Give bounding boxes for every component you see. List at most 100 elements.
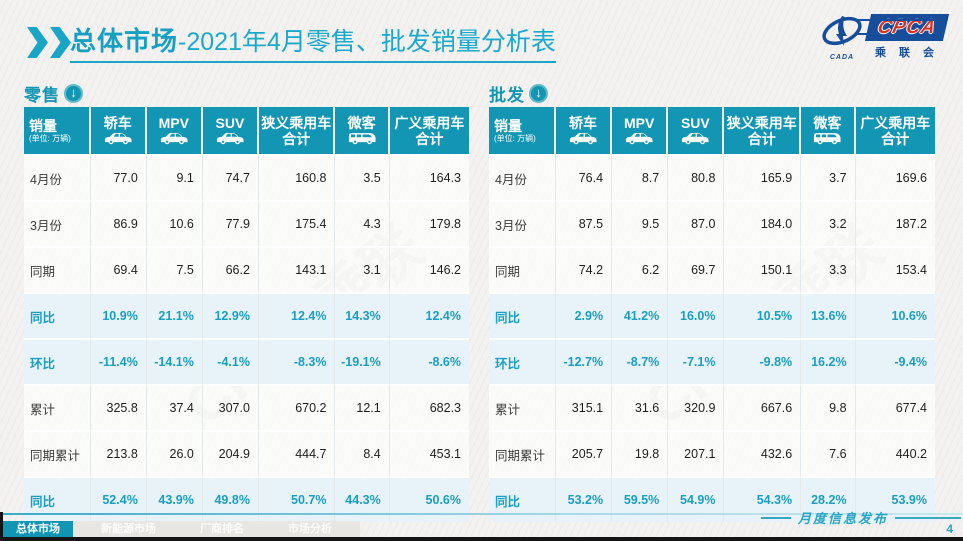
- table-cell: 43.9%: [146, 476, 203, 522]
- table-cell: 10.5%: [724, 292, 802, 338]
- table-cell: 160.8: [258, 154, 336, 200]
- decorative-line: [760, 516, 791, 519]
- table-cell: 205.7: [555, 430, 613, 476]
- table-cell: 325.8: [90, 384, 147, 430]
- table-cell: 3.7: [801, 154, 856, 200]
- column-header: 轿车: [90, 107, 147, 154]
- column-header-unit: 销量 (单位: 万辆): [489, 107, 556, 154]
- table-cell: 146.2: [389, 246, 469, 292]
- header-row: 销量 (单位: 万辆) 轿车 MPV SUV 狭义乘用车 合计 微客 广义乘用车 合计: [489, 107, 935, 154]
- table-row: 环比 -12.7% -8.7% -7.1% -9.8% 16.2% -9.4%: [489, 338, 935, 384]
- table-cell: 9.1: [146, 154, 203, 200]
- table-cell: 187.2: [855, 200, 935, 246]
- table-cell: 184.0: [724, 200, 802, 246]
- chevron-right-icon: [50, 27, 71, 58]
- column-header: 广义乘用车 合计: [389, 107, 469, 154]
- table-cell: 153.4: [855, 246, 935, 292]
- org-label: 乘 联 会: [874, 47, 940, 59]
- column-label-line2: 合计: [747, 130, 776, 147]
- table-cell: 87.5: [555, 200, 613, 246]
- table-cell: 667.6: [724, 384, 802, 430]
- table-cell: 169.6: [855, 154, 935, 200]
- down-arrow-circle-icon: ↓: [529, 83, 548, 103]
- row-label: 同比: [24, 476, 91, 522]
- row-label: 3月份: [489, 200, 556, 246]
- table-cell: 53.2%: [555, 476, 613, 522]
- swirl-emblem-icon: CADA: [819, 14, 865, 61]
- table-cell: 10.6%: [855, 292, 935, 338]
- table-cell: 8.4: [335, 430, 390, 476]
- table-row: 环比 -11.4% -14.1% -4.1% -8.3% -19.1% -8.6%: [24, 338, 469, 384]
- row-label: 4月份: [24, 154, 91, 200]
- table-cell: 19.8: [612, 430, 669, 476]
- decorative-line: [895, 516, 961, 519]
- table-row: 3月份 87.5 9.5 87.0 184.0 3.2 187.2: [489, 200, 935, 246]
- table-cell: 3.5: [335, 154, 390, 200]
- column-label: 轿车: [568, 115, 597, 131]
- table-cell: 16.0%: [668, 292, 725, 338]
- page-title-rest: -2021年4月零售、批发销量分析表: [178, 28, 556, 56]
- table-cell: 44.3%: [335, 476, 390, 522]
- table-cell: 12.4%: [258, 292, 336, 338]
- footer-tab-2[interactable]: 新能源市场: [101, 523, 156, 535]
- column-header: 广义乘用车 合计: [855, 107, 935, 154]
- table-cell: 50.7%: [258, 476, 336, 522]
- row-label: 同期: [489, 246, 556, 292]
- table-cell: 3.1: [335, 246, 390, 292]
- row-label: 同期累计: [24, 430, 91, 476]
- page-number: 4: [946, 522, 953, 536]
- column-label: 微客: [813, 115, 842, 131]
- footer-tab-4[interactable]: 市场分析: [288, 523, 332, 535]
- section-label-row: 批发 ↓: [489, 82, 935, 105]
- section-title: 批发: [489, 85, 525, 105]
- table-cell: 453.1: [389, 430, 469, 476]
- column-header: MPV: [612, 107, 669, 154]
- bottom-nav-tabs: 总体市场 新能源市场 厂商排名 市场分析: [3, 521, 360, 538]
- footer-tab-1[interactable]: 总体市场: [3, 521, 73, 538]
- table-cell: 12.9%: [202, 292, 259, 338]
- table-cell: 12.4%: [389, 292, 469, 338]
- column-label: 狭义乘用车: [261, 114, 332, 131]
- table-cell: -8.3%: [258, 338, 336, 384]
- table-cell: 10.6: [146, 200, 203, 246]
- table-cell: 66.2: [202, 246, 259, 292]
- unit-label: 销量: [29, 117, 57, 134]
- footer-tab-3[interactable]: 厂商排名: [200, 523, 244, 535]
- car-icon: [556, 132, 610, 146]
- table-cell: 320.9: [668, 384, 725, 430]
- table-cell: 670.2: [258, 384, 336, 430]
- publication-label: 月度信息发布: [797, 511, 888, 526]
- table-row: 同比 10.9% 21.1% 12.9% 12.4% 14.3% 12.4%: [24, 292, 469, 338]
- table-cell: 41.2%: [612, 292, 669, 338]
- column-label: MPV: [624, 115, 655, 131]
- table-cell: 677.4: [855, 384, 935, 430]
- table-cell: -7.1%: [668, 338, 725, 384]
- double-chevron-icon: [27, 27, 73, 58]
- table-cell: 207.1: [668, 430, 725, 476]
- table-cell: -12.7%: [555, 338, 613, 384]
- table-cell: 3.3: [801, 246, 856, 292]
- table-cell: 77.0: [90, 154, 147, 200]
- table-row: 累计 325.8 37.4 307.0 670.2 12.1 682.3: [24, 384, 469, 430]
- column-header: 狭义乘用车 合计: [724, 107, 802, 154]
- table-cell: 69.7: [668, 246, 725, 292]
- row-label: 环比: [489, 338, 556, 384]
- column-label: 微客: [347, 115, 376, 131]
- row-label: 同期累计: [489, 430, 556, 476]
- column-label: SUV: [680, 115, 710, 131]
- sales-table: 销量 (单位: 万辆) 轿车 MPV SUV 狭义乘用车 合计 微客 广义乘用车 合计 4月份 76.…: [489, 107, 935, 522]
- table-cell: 21.1%: [146, 292, 203, 338]
- publication-banner: 月度信息发布: [760, 508, 961, 527]
- column-header: SUV: [668, 107, 725, 154]
- table-cell: 76.4: [555, 154, 613, 200]
- chevron-right-icon: [27, 27, 48, 58]
- slide-edge: [0, 512, 3, 541]
- column-label: 广义乘用车: [860, 114, 931, 131]
- cpca-logo: CADA CPCA 乘 联 会: [819, 14, 950, 61]
- table-cell: 59.5%: [612, 476, 669, 522]
- table-cell: -9.4%: [855, 338, 935, 384]
- cpca-label: CPCA: [875, 16, 939, 38]
- table-cell: 6.2: [612, 246, 669, 292]
- table-cell: 307.0: [202, 384, 259, 430]
